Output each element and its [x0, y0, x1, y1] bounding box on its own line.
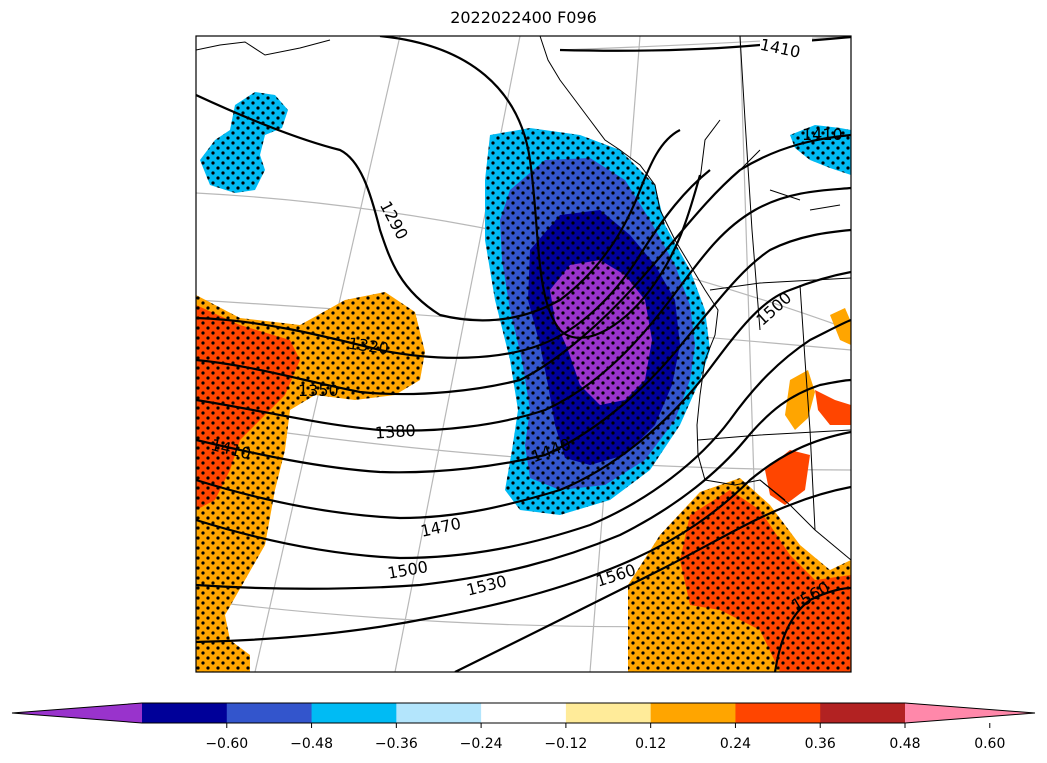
colorbar-tick-label: −0.12: [544, 736, 587, 752]
colorbar-tick-label: 0.12: [635, 736, 666, 752]
colorbar-segment: [396, 703, 482, 723]
colorbar-tick-label: 0.60: [974, 736, 1005, 752]
colorbar-tick-label: 0.24: [720, 736, 751, 752]
colorbar-segment: [481, 703, 567, 723]
colorbar-tick-label: 0.48: [889, 736, 920, 752]
colorbar-segment: [226, 703, 313, 723]
contour-label: 1380: [374, 421, 416, 443]
colorbar-extend-low: [12, 703, 142, 723]
coastlines: [196, 36, 851, 561]
colorbar-tick-label: −0.36: [375, 736, 418, 752]
map-panel: 1410 1410 1290 1500 1320 1350 1380 1440 …: [196, 36, 851, 672]
colorbar-outline: [11, 702, 1036, 724]
colorbar-segment: [311, 703, 397, 723]
contour-label: 1410: [802, 125, 843, 144]
significance-stipple-warm: [196, 292, 851, 672]
map-title: 2022022400 F096: [450, 8, 597, 27]
height-contours: [196, 36, 851, 672]
colorbar-tick-label: −0.48: [290, 736, 333, 752]
colorbar-segment: [565, 703, 652, 723]
colorbar-tick-label: −0.60: [205, 736, 248, 752]
colorbar-tick-label: 0.36: [805, 736, 836, 752]
colorbar-tick-label: −0.24: [460, 736, 503, 752]
colorbar-extend-high: [905, 703, 1035, 723]
colorbar-segment: [820, 703, 906, 723]
colorbar-segment: [142, 703, 228, 723]
colorbar-segment: [650, 703, 736, 723]
contour-label: 1350: [298, 381, 339, 400]
colorbar-segment: [735, 703, 821, 723]
colorbar: −0.60 −0.48 −0.36 −0.24 −0.12 0.12 0.24 0.36 0.4…: [11, 702, 1036, 752]
significance-stipple-cold: [200, 92, 851, 515]
map-frame: [195, 35, 852, 673]
